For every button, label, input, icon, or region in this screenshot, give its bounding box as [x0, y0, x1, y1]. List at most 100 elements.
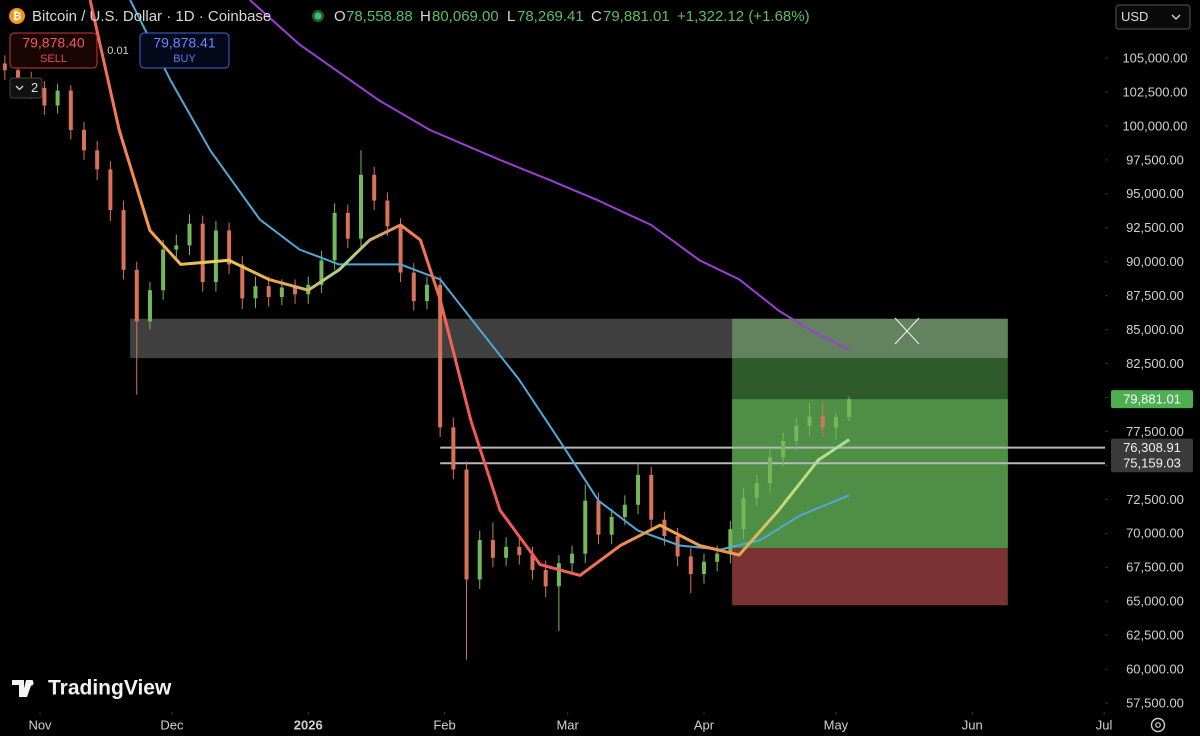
candle-body: [543, 569, 548, 587]
candle-body: [820, 416, 825, 428]
currency-select[interactable]: USD: [1115, 4, 1191, 30]
change: +1,322.12 (+1.68%): [677, 8, 810, 25]
candle-body: [794, 426, 799, 441]
candle-body: [675, 536, 680, 557]
y-tick-label: 72,500.00: [1126, 492, 1184, 507]
candle-body: [517, 546, 522, 556]
candle-body: [279, 287, 284, 298]
candle-body: [345, 212, 350, 239]
candle-body: [161, 249, 166, 291]
buy-button-frame[interactable]: [139, 32, 230, 69]
candle-body: [609, 517, 614, 535]
y-tick-label: 95,000.00: [1126, 186, 1184, 201]
buy-label[interactable]: BUY: [173, 53, 196, 65]
candle-body: [781, 440, 786, 458]
layers-count[interactable]: 2: [31, 80, 38, 95]
candle-body: [807, 416, 812, 427]
sell-button[interactable]: 79,878.40 SELL: [9, 32, 98, 69]
layers-toggle-frame[interactable]: [9, 77, 43, 99]
candle-body: [833, 417, 838, 428]
open-value: 78,558.88: [346, 8, 413, 25]
candle-body: [147, 290, 152, 322]
candle-body: [319, 260, 324, 285]
candle-body: [464, 469, 469, 580]
candle-body: [570, 553, 575, 564]
candle-body: [490, 540, 495, 558]
chevron[interactable]: [1171, 14, 1181, 20]
bitcoin-icon: [9, 8, 25, 24]
candle-body: [398, 226, 403, 273]
candle-body: [767, 457, 772, 484]
x-tick-label: Mar: [556, 717, 579, 732]
y-tick-label: 97,500.00: [1126, 152, 1184, 167]
symbol: Bitcoin / U.S. Dollar · 1D · Coinbase: [32, 8, 271, 25]
candle-body: [42, 87, 47, 106]
candle-body: [2, 63, 7, 71]
logo-dot: [28, 680, 34, 686]
logo-text: TradingView: [48, 677, 172, 700]
y-tick-label: 67,500.00: [1126, 560, 1184, 575]
candle-body: [55, 90, 60, 106]
settings-button[interactable]: [1150, 717, 1166, 733]
header: ₿ Bitcoin / U.S. Dollar · 1D · Coinbase …: [9, 8, 810, 25]
candle-body: [754, 483, 759, 499]
x-tick-label: Apr: [694, 717, 715, 732]
y-tick-label: 90,000.00: [1126, 254, 1184, 269]
candle-body: [240, 264, 245, 299]
price-label: 75,159.03: [1123, 456, 1181, 471]
candle-body: [227, 230, 232, 265]
candle-body: [385, 200, 390, 227]
candle-body: [438, 284, 443, 428]
candle-body: [359, 174, 364, 239]
moving-average: [249, 0, 850, 351]
sell-button-frame[interactable]: [9, 32, 98, 69]
x-tick-label: Feb: [433, 717, 455, 732]
gear[interactable]: [1150, 717, 1166, 733]
close-value: 79,881.01: [603, 8, 670, 25]
candle-body: [108, 169, 113, 211]
candle-body: [741, 498, 746, 530]
x-tick-label: Jul: [1096, 717, 1113, 732]
candle-body: [622, 504, 627, 518]
candle-body: [213, 230, 218, 283]
candle-body: [649, 474, 654, 520]
currency-frame[interactable]: [1115, 4, 1191, 30]
x-tick-label: Jun: [962, 717, 983, 732]
x-marker: [894, 317, 920, 345]
y-tick-label: 105,000.00: [1122, 50, 1187, 65]
open-label: O: [334, 8, 346, 25]
moving-average: [88, 0, 850, 577]
resistance-zone: [130, 318, 1008, 359]
candle-body: [187, 223, 192, 246]
y-tick-label: 85,000.00: [1126, 322, 1184, 337]
y-tick-label: 92,500.00: [1126, 220, 1184, 235]
high-value: 80,069.00: [432, 8, 499, 25]
candle-body: [134, 269, 139, 322]
y-tick-label: 65,000.00: [1126, 594, 1184, 609]
candle-body: [596, 500, 601, 535]
buy-price[interactable]: 79,878.41: [153, 35, 215, 51]
buy-button[interactable]: 79,878.41 BUY: [139, 32, 230, 69]
candle-body: [504, 546, 509, 558]
currency[interactable]: USD: [1121, 9, 1148, 24]
y-tick-label: 62,500.00: [1126, 628, 1184, 643]
y-tick-label: 77,500.00: [1126, 424, 1184, 439]
x-tick-label: 2026: [294, 717, 323, 732]
gear-center[interactable]: [1155, 722, 1161, 728]
candle-body: [847, 399, 852, 418]
chevron[interactable]: [15, 85, 24, 91]
sell-price[interactable]: 79,878.40: [22, 35, 84, 51]
candle-body: [477, 540, 482, 580]
layers-toggle[interactable]: 2: [9, 77, 43, 99]
candle-body: [583, 500, 588, 554]
candle-body: [728, 529, 733, 554]
stop-zone: [732, 548, 1008, 606]
moving-average: [129, 0, 850, 551]
candle-body: [95, 150, 100, 170]
candle-body: [121, 210, 126, 270]
profit-filled: [732, 399, 1008, 549]
y-tick-label: 60,000.00: [1126, 662, 1184, 677]
sell-label[interactable]: SELL: [40, 53, 67, 65]
spread: 0.01: [107, 45, 128, 57]
